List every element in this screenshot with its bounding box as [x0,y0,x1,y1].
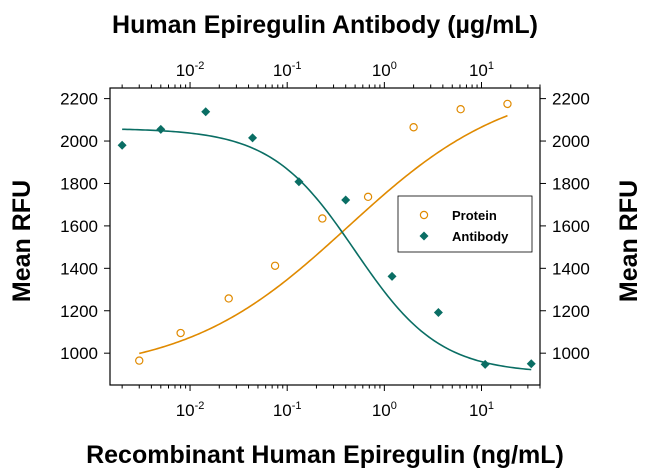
y-tick-label-left: 1400 [60,259,98,278]
antibody-data-point [526,359,536,369]
y-tick-label-right: 2200 [552,90,590,109]
tick-layer: 1000 1000 1200 1200 1400 1400 1600 1600 1800 1800… [60,60,590,420]
antibody-data-point [433,307,443,317]
antibody-fit-curve [122,128,532,371]
legend-protein-marker [419,210,429,220]
protein-data-point [135,356,144,365]
y-tick-label-right: 1200 [552,302,590,321]
chart-title: Human Epiregulin Antibody (µg/mL) [112,11,538,39]
protein-data-point [224,294,233,303]
x-tick-label-top: 100 [372,60,397,80]
legend-protein-label: Protein [452,208,497,223]
antibody-data-point [117,140,127,150]
y-tick-label-right: 2000 [552,132,590,151]
antibody-data-point [248,133,258,143]
antibody-data-point [156,124,166,134]
antibody-data-point [480,359,490,369]
x-tick-label-bottom: 100 [372,400,397,420]
protein-data-point [409,123,418,132]
antibody-data-point [387,271,397,281]
y-tick-label-right: 1400 [552,259,590,278]
x-axis-label: Recombinant Human Epiregulin (ng/mL) [86,441,564,469]
legend-antibody-marker [419,231,429,241]
x-tick-label-bottom: 10-1 [273,400,302,420]
legend-antibody-label: Antibody [452,229,509,244]
antibody-data-point [341,195,351,205]
protein-data-point [270,261,280,270]
protein-data-point [363,192,373,202]
antibody-data-point [294,177,304,187]
x-tick-label-bottom: 101 [469,400,494,420]
protein-data-point [318,214,327,223]
y-tick-label-right: 1000 [552,344,590,363]
x-tick-label-bottom: 10-2 [176,400,205,420]
plot-frame [109,87,541,386]
y-tick-label-left: 1200 [60,302,98,321]
antibody-data-point [201,107,211,117]
y-tick-label-right: 1600 [552,217,590,236]
y-axis-label-left: Mean RFU [8,180,36,302]
protein-data-point [503,99,512,109]
legend: Protein Antibody [397,195,533,253]
y-axis-label-right: Mean RFU [615,180,643,302]
y-tick-label-left: 2200 [60,90,98,109]
protein-fit-curve [139,114,508,355]
series-layer [117,99,536,371]
y-tick-label-left: 2000 [60,132,98,151]
protein-data-point [176,328,185,338]
y-tick-label-right: 1800 [552,174,590,193]
x-tick-label-top: 10-2 [176,60,205,80]
protein-data-point [456,105,465,114]
y-tick-label-left: 1000 [60,344,98,363]
y-tick-label-left: 1600 [60,217,98,236]
legend-box [397,195,533,253]
y-tick-label-left: 1800 [60,174,98,193]
x-tick-label-top: 10-1 [273,60,302,80]
x-tick-label-top: 101 [469,60,494,80]
